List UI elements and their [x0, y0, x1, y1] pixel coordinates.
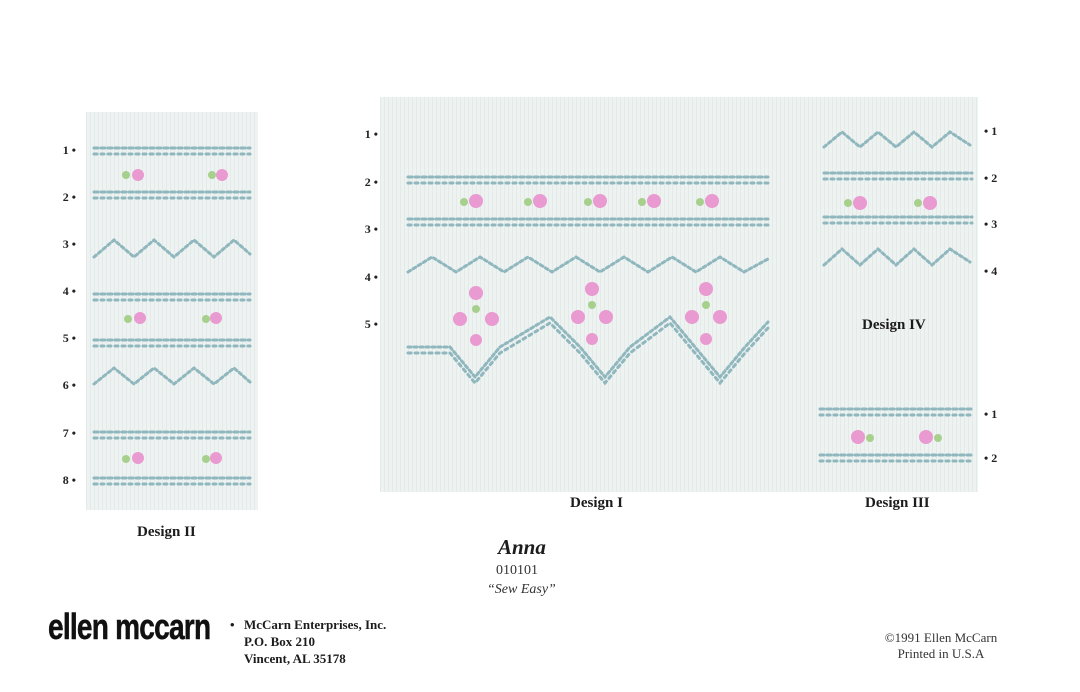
flower [485, 312, 499, 326]
flower-leaf [588, 301, 596, 309]
design-iii-row-1: • 1 [984, 407, 998, 421]
design-i-caption: Design I [570, 495, 623, 511]
design-ii-caption: Design II [137, 524, 196, 540]
main-fabric-panel [380, 97, 978, 492]
design-ii-row-2: 2 • [62, 190, 76, 204]
design-ii-row-8: 8 • [62, 473, 76, 487]
flower-leaf [202, 315, 210, 323]
flower-leaf [472, 305, 480, 313]
flower [853, 196, 867, 210]
flower [699, 282, 713, 296]
address-line-city: Vincent, AL 35178 [244, 651, 346, 666]
flower-leaf [124, 315, 132, 323]
flower [713, 310, 727, 324]
flower-leaf [122, 455, 130, 463]
flower [647, 194, 661, 208]
flower [453, 312, 467, 326]
design-ii-row-1: 1 • [62, 143, 76, 157]
flower [132, 452, 144, 464]
address-line-company: McCarn Enterprises, Inc. [244, 617, 387, 632]
zigzag-row [92, 238, 252, 259]
flower-leaf [702, 301, 710, 309]
flower [132, 169, 144, 181]
address-bullet: • [230, 617, 235, 632]
pattern-code: 010101 [496, 563, 538, 578]
publisher-address: • McCarn Enterprises, Inc. P.O. Box 210 … [230, 616, 387, 667]
flower-leaf [638, 198, 646, 206]
design-iv-caption: Design IV [862, 317, 926, 333]
scallop-band [406, 314, 770, 380]
flower-leaf [460, 198, 468, 206]
printed-in-line: Printed in U.S.A [897, 646, 985, 661]
design-ii-row-6: 6 • [62, 378, 76, 392]
address-line-box: P.O. Box 210 [244, 634, 316, 649]
flower-leaf [122, 171, 130, 179]
flower-leaf [584, 198, 592, 206]
design-ii-row-3: 3 • [62, 237, 76, 251]
copyright-line: ©1991 Ellen McCarn [884, 630, 998, 645]
design-iv-row-4: • 4 [984, 264, 998, 278]
flower-leaf [934, 434, 942, 442]
flower-group [453, 194, 942, 444]
design-iv-row-1: • 1 [984, 124, 998, 138]
design-i-row-4: 4 • [364, 270, 378, 284]
flower-leaf [208, 171, 216, 179]
flower [851, 430, 865, 444]
zigzag-row [406, 255, 770, 274]
flower-leaf [202, 455, 210, 463]
main-fabric-stitching [406, 130, 974, 463]
flower-leaf [524, 198, 532, 206]
design-iii-row-2: • 2 [984, 451, 998, 465]
copyright-notice: ©1991 Ellen McCarn Printed in U.S.A [876, 630, 1006, 662]
pattern-name: Anna [498, 535, 546, 559]
design-i-row-3: 3 • [364, 222, 378, 236]
scallop-band [406, 320, 770, 386]
flower [586, 333, 598, 345]
flower-leaf [696, 198, 704, 206]
flower [599, 310, 613, 324]
flower [705, 194, 719, 208]
flower [469, 286, 483, 300]
flower [470, 334, 482, 346]
flower-leaf [844, 199, 852, 207]
zigzag-row [822, 130, 972, 149]
flower [685, 310, 699, 324]
flower-leaf [914, 199, 922, 207]
design-ii-row-4: 4 • [62, 284, 76, 298]
flower [923, 196, 937, 210]
flower [134, 312, 146, 324]
flower-group [122, 169, 228, 464]
zigzag-row [92, 366, 252, 386]
design-iv-row-3: • 3 [984, 217, 998, 231]
flower [216, 169, 228, 181]
design-i-row-2: 2 • [364, 175, 378, 189]
flower [210, 452, 222, 464]
design-ii-row-5: 5 • [62, 331, 76, 345]
design-ii-fabric [86, 112, 258, 510]
zigzag-row [822, 246, 972, 268]
flower [469, 194, 483, 208]
flower [533, 194, 547, 208]
design-iv-row-2: • 2 [984, 171, 998, 185]
flower [585, 282, 599, 296]
flower-leaf [866, 434, 874, 442]
design-i-row-5: 5 • [364, 317, 378, 331]
ellen-mccarn-logo: ellen mccarn [48, 606, 212, 648]
pattern-subtitle: “Sew Easy” [487, 582, 556, 597]
flower [593, 194, 607, 208]
flower [571, 310, 585, 324]
design-i-row-1: 1 • [364, 127, 378, 141]
flower [210, 312, 222, 324]
design-iii-caption: Design III [865, 495, 930, 511]
flower [700, 333, 712, 345]
flower [919, 430, 933, 444]
design-ii-row-7: 7 • [62, 426, 76, 440]
design-ii-stitching [92, 146, 252, 486]
